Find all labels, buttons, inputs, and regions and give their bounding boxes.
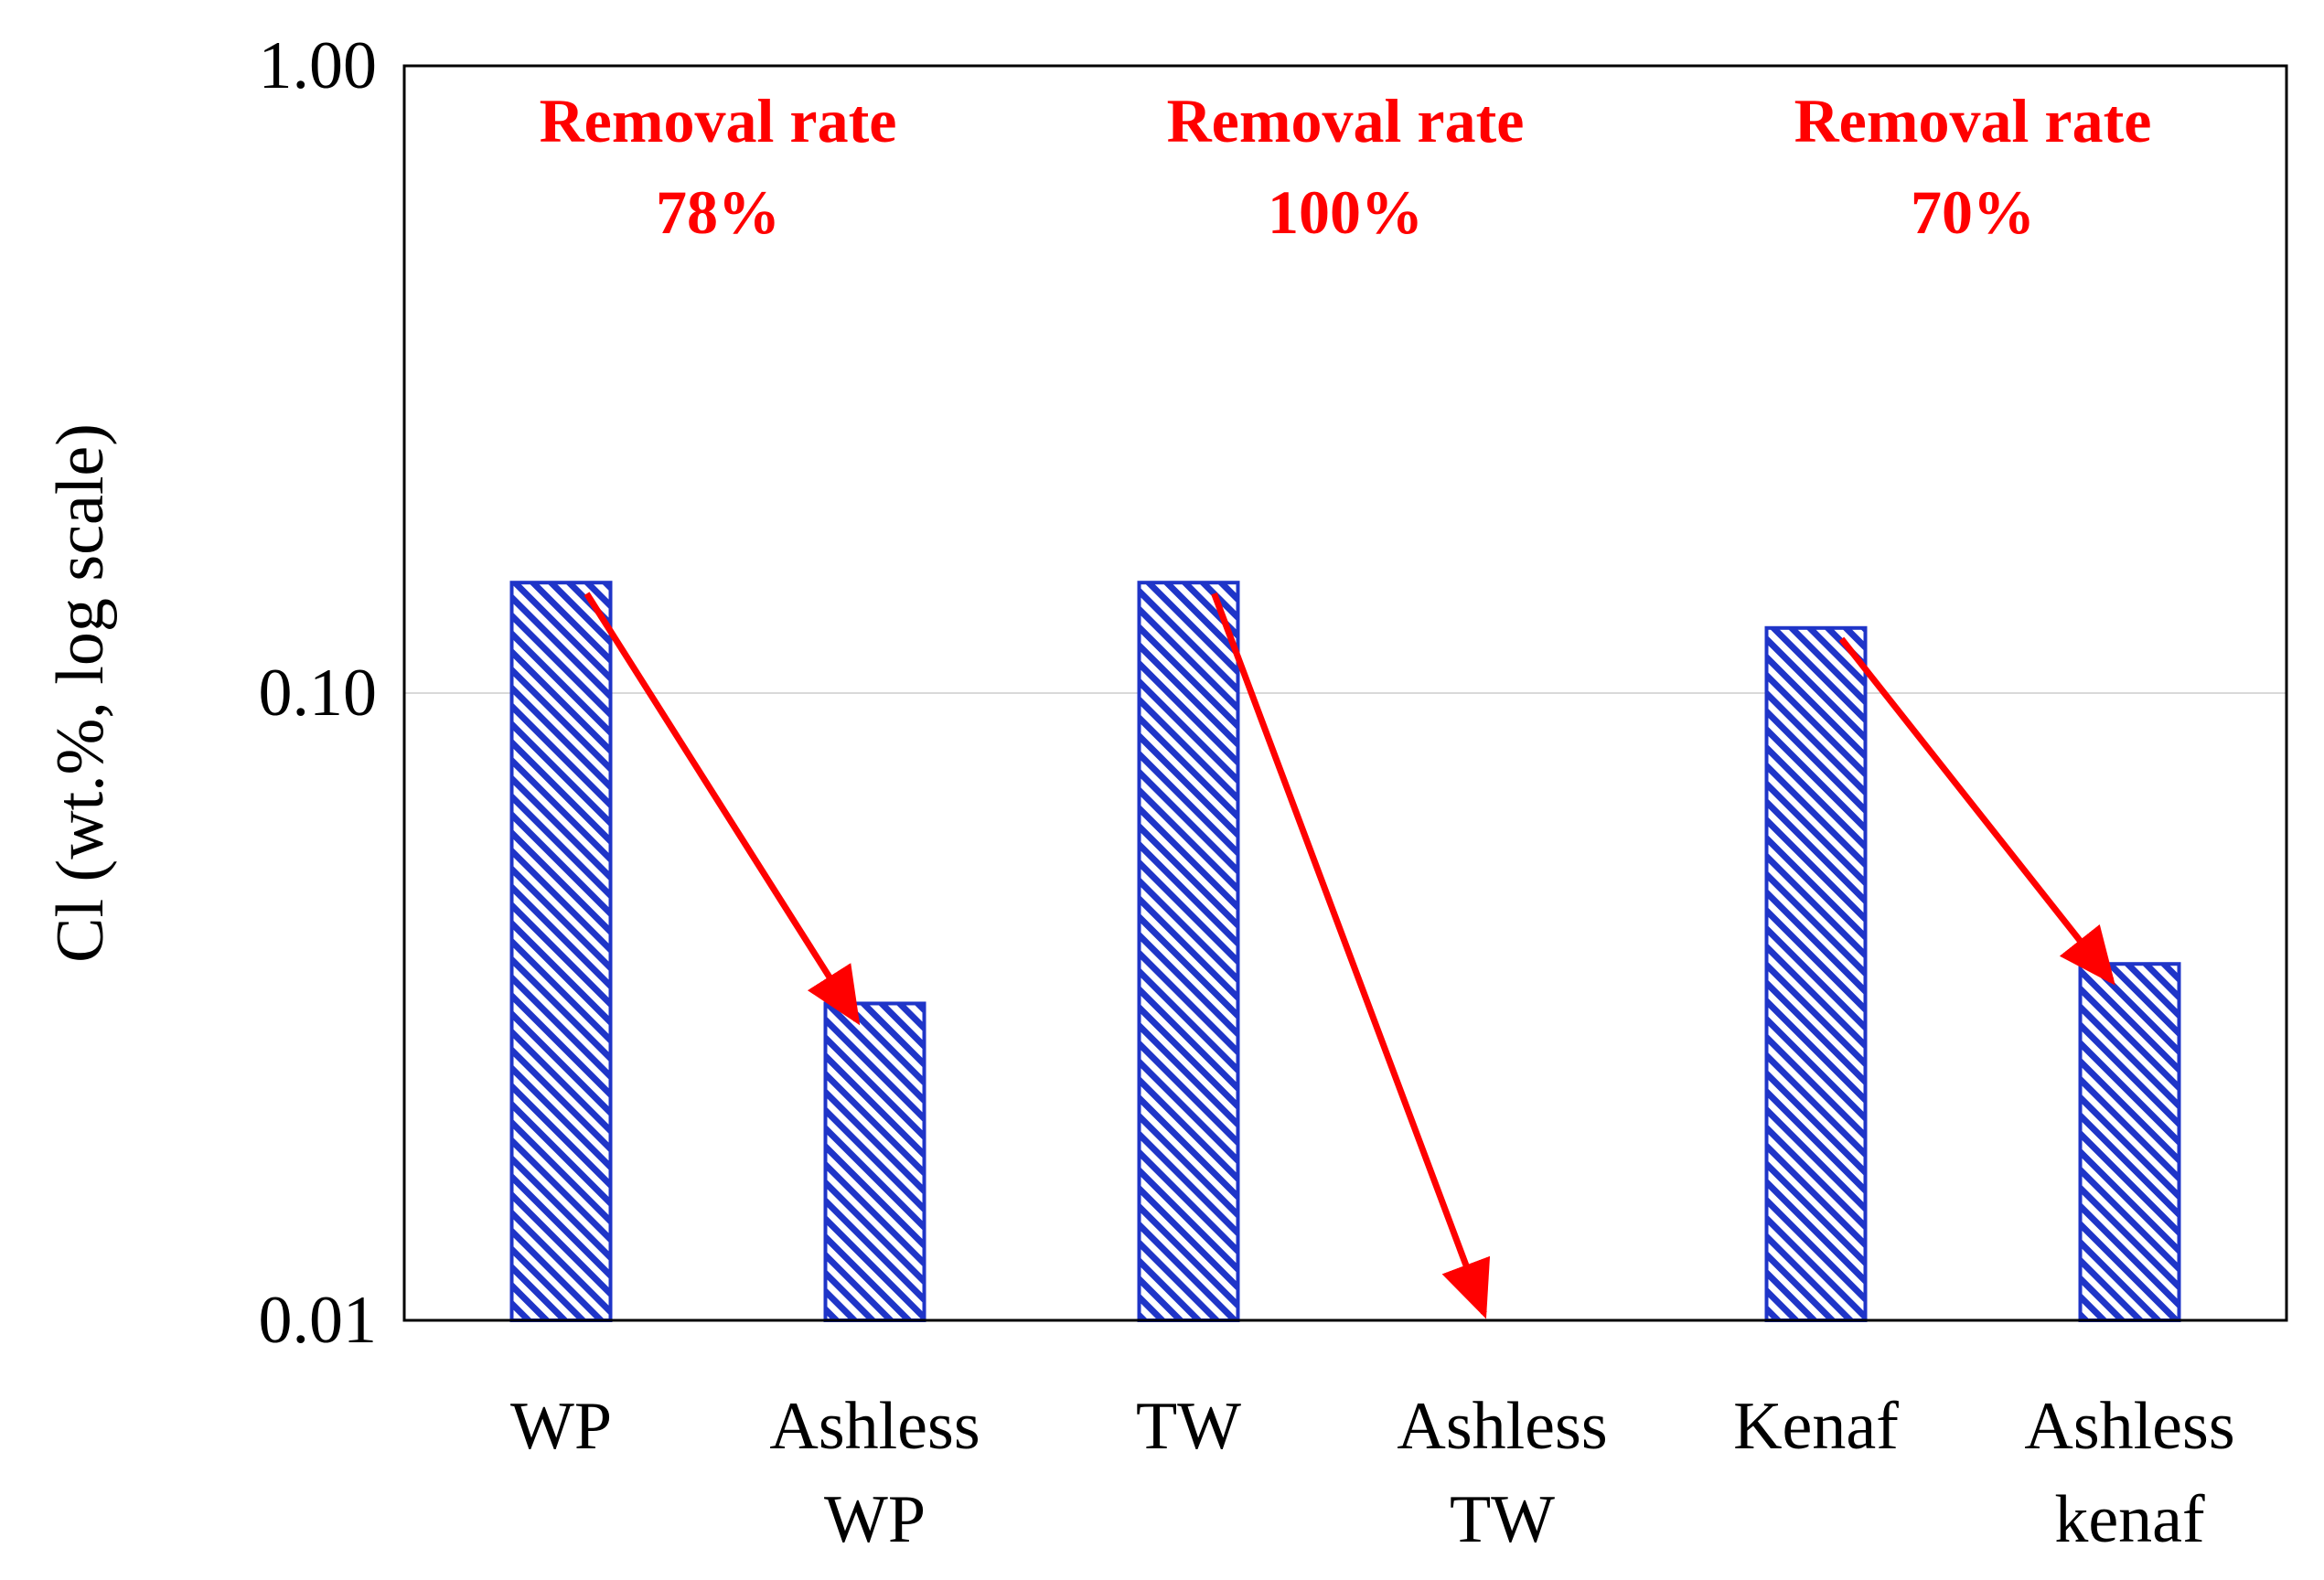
decrease-arrow [584, 592, 861, 1026]
decrease-arrow [1211, 592, 1491, 1319]
x-tick-label: Ashless [769, 1389, 980, 1464]
y-tick-label: 0.10 [259, 656, 378, 731]
y-tick-label: 0.01 [259, 1283, 378, 1358]
y-tick-label: 1.00 [259, 28, 378, 103]
plot-area-frame [402, 64, 2288, 1322]
removal-rate-value: 70% [1911, 177, 2035, 247]
arrows [584, 592, 2115, 1319]
x-tick-label: Ashless [1397, 1389, 1607, 1464]
bar-5 [2078, 962, 2181, 1322]
y-tick-labels: 0.01 0.10 1.00 [259, 28, 378, 1358]
removal-rate-value: 78% [656, 177, 780, 247]
y-axis-label: Cl (wt.%, log scale) [43, 423, 118, 963]
x-tick-label-line2: WP [824, 1482, 926, 1557]
bar-0 [509, 581, 613, 1322]
x-tick-label-line2: TW [1450, 1482, 1555, 1557]
removal-rate-label: Removal rate [540, 86, 897, 155]
x-tick-labels: WP Ashless WP TW Ashless TW Kenaf Ashless kenaf [510, 1389, 2235, 1557]
x-tick-label: WP [510, 1389, 612, 1464]
removal-rate-label: Removal rate [1167, 86, 1525, 155]
bar-1 [823, 1001, 926, 1323]
x-tick-label: Kenaf [1733, 1389, 1899, 1464]
x-tick-label-line2: kenaf [2054, 1482, 2205, 1557]
annotations: Removal rate 78% Removal rate 100% Removal r… [540, 86, 2152, 247]
x-tick-label: Ashless [2024, 1389, 2234, 1464]
x-tick-label: TW [1136, 1389, 1241, 1464]
removal-rate-label: Removal rate [1794, 86, 2152, 155]
removal-rate-value: 100% [1268, 177, 1423, 247]
bar-2 [1137, 581, 1240, 1322]
bar-4 [1764, 625, 1868, 1322]
decrease-arrow [1838, 636, 2115, 986]
